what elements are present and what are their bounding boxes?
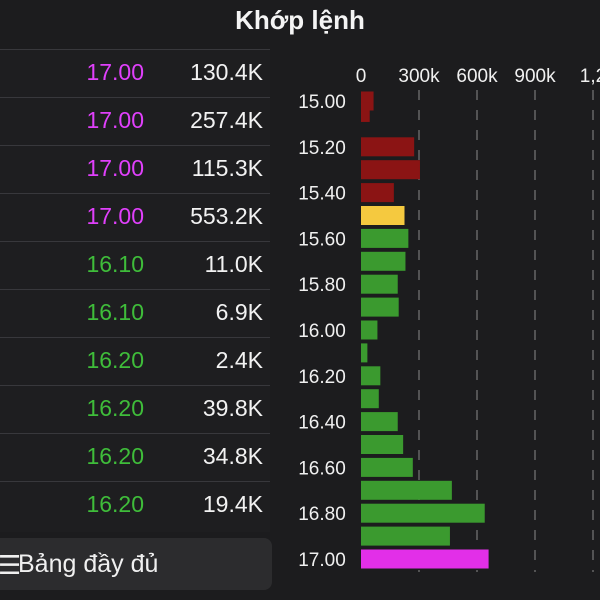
trade-price: 17.00 (86, 203, 144, 229)
y-tick-label: 16.60 (298, 458, 346, 479)
volume-bar (361, 412, 398, 432)
volume-bar (361, 206, 405, 225)
trade-price: 16.20 (86, 443, 144, 469)
trade-row[interactable]: 16.10 6.9K (0, 289, 270, 337)
y-tick-label: 15.80 (298, 275, 346, 296)
trade-price: 16.20 (86, 491, 144, 517)
trade-price: 17.00 (86, 107, 144, 133)
x-tick-label: 0 (356, 66, 367, 87)
volume-bar (361, 503, 485, 523)
trade-price: 16.20 (86, 347, 144, 373)
trade-row[interactable]: 17.00 257.4K (0, 97, 270, 145)
y-tick-label: 15.40 (298, 184, 346, 205)
y-tick-label: 16.40 (298, 413, 346, 434)
trade-volume: 19.4K (202, 491, 263, 517)
volume-bar (361, 102, 370, 122)
y-tick-label: 17.00 (298, 550, 346, 571)
trade-volume: 130.4K (190, 59, 263, 85)
trade-list: 17.00 130.4K 17.00 257.4K 17.00 115.3K 1… (0, 49, 270, 532)
full-table-label: Bảng đầy đủ (18, 550, 159, 578)
trade-price: 16.10 (86, 251, 144, 277)
volume-bar (361, 457, 413, 477)
y-tick-label: 15.60 (298, 229, 346, 250)
volume-bar (361, 343, 368, 363)
trade-volume: 257.4K (190, 107, 263, 133)
y-tick-label: 16.20 (298, 367, 346, 388)
trade-row[interactable]: 16.20 2.4K (0, 337, 270, 385)
volume-bar (361, 320, 378, 340)
x-tick-label: 300k (398, 66, 440, 87)
page-title: Khớp lệnh (0, 0, 600, 44)
x-tick-label: 900k (514, 66, 556, 87)
volume-bar (361, 251, 406, 271)
trade-price: 16.10 (86, 299, 144, 325)
full-table-button[interactable]: ☰ Bảng đầy đủ (0, 538, 272, 590)
volume-bar (361, 274, 398, 294)
volume-bar (361, 389, 379, 409)
trade-row[interactable]: 16.10 11.0K (0, 241, 270, 289)
x-tick-label: 600k (456, 66, 498, 87)
trade-row[interactable]: 16.20 39.8K (0, 385, 270, 433)
volume-bar (361, 160, 420, 180)
trade-volume: 2.4K (215, 347, 263, 373)
trade-volume: 553.2K (190, 203, 263, 229)
volume-by-price-chart: 0 300k 600k 900k 1,2 15.00 15.20 15.40 15.60 15.… (298, 66, 600, 572)
trade-volume: 6.9K (215, 299, 263, 325)
trade-volume: 115.3K (191, 155, 263, 181)
y-tick-label: 15.20 (298, 138, 346, 159)
volume-bar (361, 228, 409, 248)
x-tick-label: 1,2 (580, 66, 600, 87)
list-icon: ☰ (0, 550, 22, 580)
trade-price: 16.20 (86, 395, 144, 421)
trade-volume: 34.8K (202, 443, 263, 469)
volume-bar (361, 480, 452, 500)
y-tick-label: 15.00 (298, 92, 346, 113)
volume-bar (361, 435, 404, 454)
volume-bar (361, 366, 381, 386)
trade-volume: 11.0K (204, 251, 263, 277)
volume-bar (361, 297, 399, 317)
trade-price: 17.00 (86, 155, 144, 181)
trade-price: 17.00 (86, 59, 144, 85)
volume-bar (361, 526, 450, 546)
trade-row[interactable]: 17.00 553.2K (0, 193, 270, 241)
trade-row[interactable]: 16.20 19.4K (0, 481, 270, 529)
volume-bar (361, 137, 415, 157)
y-tick-label: 16.00 (298, 321, 346, 342)
volume-bar (361, 549, 489, 569)
trade-row[interactable]: 16.20 34.8K (0, 433, 270, 481)
volume-bar (361, 183, 394, 203)
trade-row[interactable]: 17.00 130.4K (0, 49, 270, 97)
trade-volume: 39.8K (202, 395, 263, 421)
y-tick-label: 16.80 (298, 504, 346, 525)
trade-row[interactable]: 17.00 115.3K (0, 145, 270, 193)
